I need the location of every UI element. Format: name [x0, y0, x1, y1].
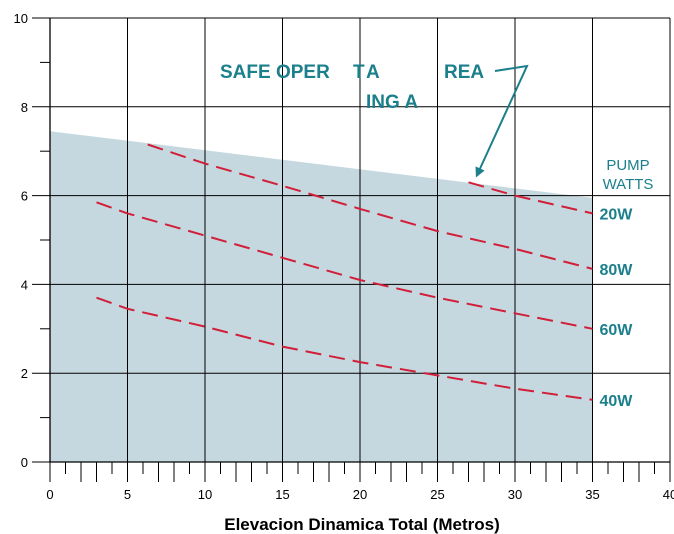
x-tick-label: 30 — [508, 487, 522, 502]
x-tick-label: 25 — [430, 487, 444, 502]
x-tick-label: 15 — [275, 487, 289, 502]
series-line-80w — [147, 143, 593, 270]
x-tick-label: 35 — [585, 487, 599, 502]
safe-area-label-line2: ING A — [366, 92, 418, 113]
legend-title-line1: PUMP — [606, 157, 649, 174]
x-tick-label: 40 — [663, 487, 674, 502]
series-line-60w — [96, 201, 593, 330]
safe-area-label-line1c: A — [366, 62, 380, 83]
safe-area-arrow — [475, 64, 529, 178]
x-tick-label: 10 — [198, 487, 212, 502]
safe-area-label-line1b: T — [353, 62, 365, 83]
y-tick-label: 8 — [21, 100, 28, 115]
safe-operating-area — [50, 131, 593, 462]
y-tick-label: 10 — [14, 11, 28, 26]
y-tick-label: 6 — [21, 189, 28, 204]
x-tick-label: 0 — [46, 487, 53, 502]
safe-area-label-line1d: REA — [444, 62, 484, 83]
safe-area-label-line1: SAFE OPER — [220, 62, 330, 83]
series-label-40w: 40W — [600, 393, 634, 410]
series-line-40w — [96, 296, 593, 401]
series-line-20w — [468, 181, 593, 215]
y-tick-label: 0 — [21, 455, 28, 470]
y-tick-label: 4 — [21, 277, 28, 292]
x-tick-label: 20 — [353, 487, 367, 502]
x-tick-label: 5 — [124, 487, 131, 502]
x-axis-title: Elevacion Dinamica Total (Metros) — [224, 515, 500, 534]
series-label-80w: 80W — [600, 262, 634, 279]
y-tick-label: 2 — [21, 366, 28, 381]
legend-title-line2: WATTS — [603, 176, 654, 193]
series-label-20w: 20W — [600, 206, 634, 223]
series-label-60w: 60W — [600, 322, 634, 339]
